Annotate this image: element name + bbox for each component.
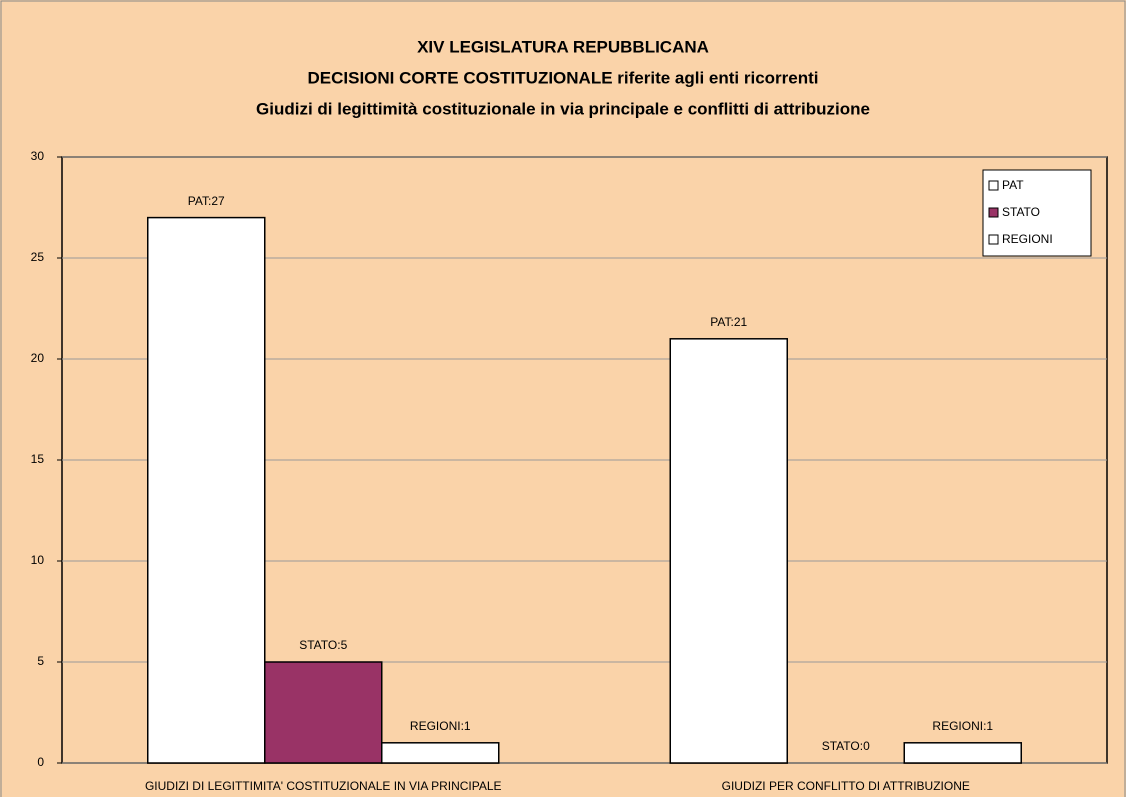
data-label: PAT:21	[710, 315, 747, 329]
bar	[903, 742, 1022, 764]
bar	[669, 338, 788, 764]
data-label: STATO:5	[299, 638, 347, 652]
legend-swatch	[988, 207, 999, 218]
y-tick-label: 30	[31, 149, 45, 163]
chart-title: Giudizi di legittimità costituzionale in…	[256, 99, 870, 118]
data-label: REGIONI:1	[410, 719, 471, 733]
legend-swatch	[988, 180, 999, 191]
data-label: REGIONI:1	[932, 719, 993, 733]
data-label: STATO:0	[822, 739, 870, 753]
x-tick-label: GIUDIZI DI LEGITTIMITA' COSTITUZIONALE I…	[145, 779, 502, 793]
x-tick-label: GIUDIZI PER CONFLITTO DI ATTRIBUZIONE	[722, 779, 970, 793]
y-tick-label: 0	[37, 755, 44, 769]
legend-label: STATO	[1002, 205, 1040, 219]
chart-title: DECISIONI CORTE COSTITUZIONALE riferite …	[307, 68, 818, 87]
bar	[147, 216, 266, 764]
y-tick-label: 20	[31, 351, 45, 365]
bar	[264, 661, 383, 764]
legend-label: REGIONI	[1002, 232, 1053, 246]
y-tick-label: 10	[31, 553, 45, 567]
y-tick-label: 25	[31, 250, 45, 264]
data-label: PAT:27	[188, 194, 225, 208]
y-tick-label: 5	[37, 654, 44, 668]
y-tick-label: 15	[31, 452, 45, 466]
legend-swatch	[988, 234, 999, 245]
legend-label: PAT	[1002, 178, 1024, 192]
bar	[381, 742, 500, 764]
legend-box	[982, 169, 1092, 257]
chart-title: XIV LEGISLATURA REPUBBLICANA	[417, 37, 709, 56]
